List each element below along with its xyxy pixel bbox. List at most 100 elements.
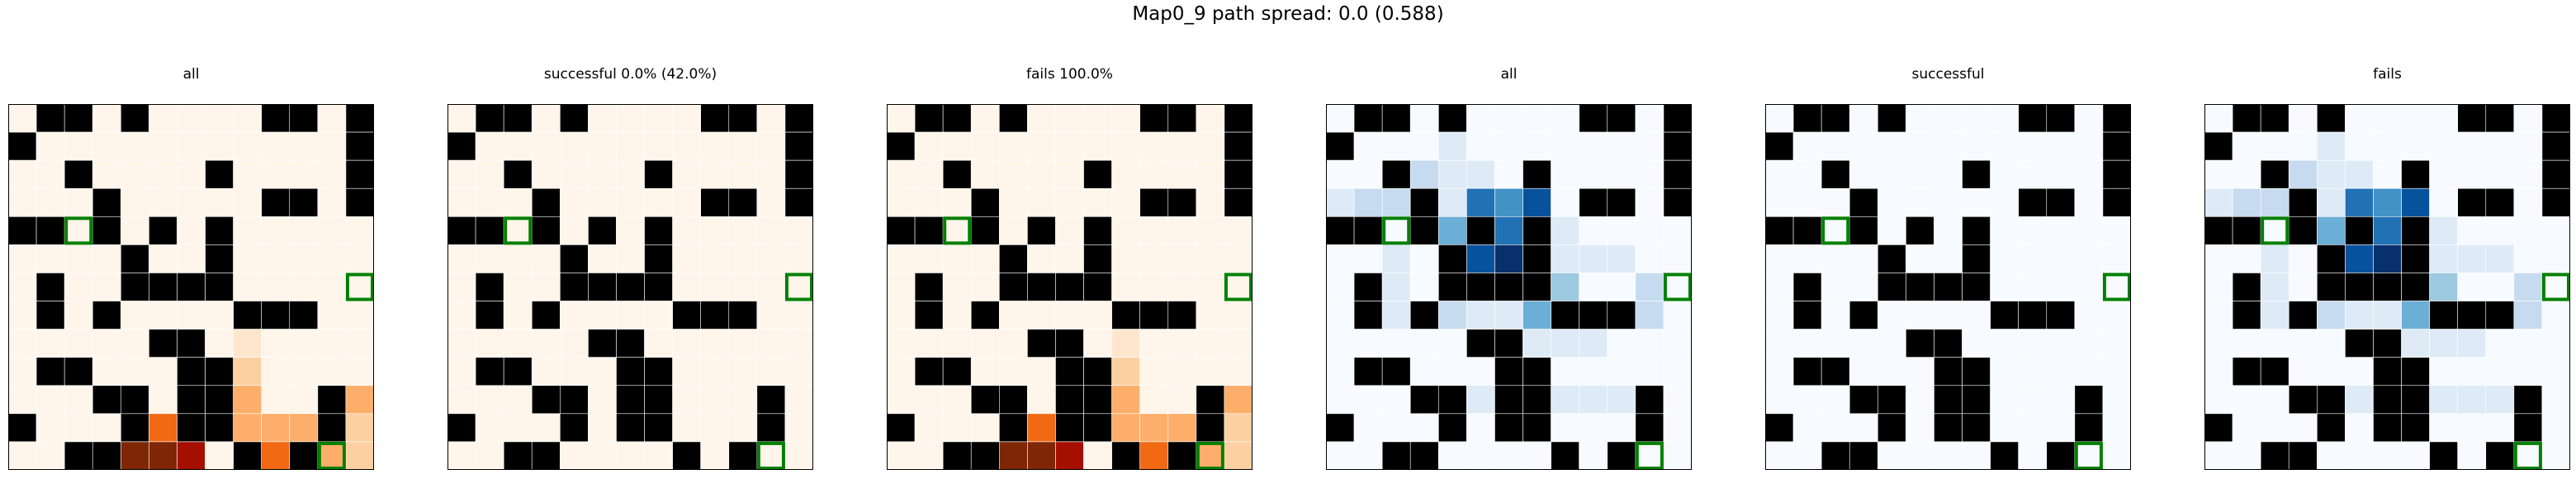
wall-cell xyxy=(2204,413,2233,443)
floor-cell xyxy=(560,216,589,245)
floor-cell xyxy=(700,216,730,245)
floor-cell xyxy=(2513,329,2543,358)
floor-cell xyxy=(1139,131,1169,161)
floor-cell xyxy=(1494,159,1523,189)
wall-cell xyxy=(644,273,673,301)
wall-cell xyxy=(205,413,234,443)
wall-cell xyxy=(1353,216,1383,245)
floor-cell xyxy=(2102,357,2132,387)
floor-cell xyxy=(2541,441,2571,471)
floor-cell xyxy=(2513,357,2543,387)
floor-cell xyxy=(1083,301,1112,330)
floor-cell xyxy=(149,301,178,330)
floor-cell xyxy=(644,301,673,330)
floor-cell xyxy=(261,273,291,301)
floor-cell xyxy=(616,131,645,161)
floor-cell xyxy=(672,103,701,133)
floor-cell xyxy=(1663,385,1693,415)
floor-cell xyxy=(261,131,291,161)
floor-cell xyxy=(1934,441,1963,471)
floor-cell xyxy=(2074,187,2104,217)
wall-cell xyxy=(1522,385,1551,415)
floor-cell xyxy=(2485,216,2515,245)
wall-cell xyxy=(1607,441,1636,471)
floor-cell xyxy=(233,216,262,245)
floor-cell xyxy=(2345,301,2374,330)
floor-cell xyxy=(2260,244,2290,273)
floor-cell xyxy=(289,385,319,415)
wall-cell xyxy=(2373,273,2402,301)
floor-cell xyxy=(2288,159,2318,189)
goal-marker xyxy=(2102,273,2131,301)
floor-cell xyxy=(1792,441,1822,471)
wall-cell xyxy=(289,103,319,133)
floor-cell xyxy=(1438,131,1467,161)
floor-cell xyxy=(942,301,972,330)
wall-cell xyxy=(121,273,149,301)
floor-cell xyxy=(1792,413,1822,443)
floor-cell xyxy=(784,385,814,415)
floor-cell xyxy=(7,159,37,189)
floor-cell xyxy=(1438,159,1467,189)
floor-cell xyxy=(2018,385,2048,415)
wall-cell xyxy=(1522,413,1551,443)
floor-cell xyxy=(588,413,617,443)
wall-cell xyxy=(1849,301,1878,330)
floor-cell xyxy=(1139,441,1169,471)
floor-cell xyxy=(756,273,786,301)
floor-cell xyxy=(1027,301,1056,330)
floor-cell xyxy=(64,216,93,245)
wall-cell xyxy=(7,216,37,245)
floor-cell xyxy=(616,301,645,330)
floor-cell xyxy=(1381,301,1411,330)
floor-cell xyxy=(2457,357,2487,387)
floor-cell xyxy=(1083,103,1112,133)
floor-cell xyxy=(1409,329,1439,358)
floor-cell xyxy=(2204,244,2233,273)
floor-cell xyxy=(588,301,617,330)
floor-cell xyxy=(1934,103,1963,133)
floor-cell xyxy=(2345,131,2374,161)
wall-cell xyxy=(447,216,476,245)
wall-cell xyxy=(121,244,149,273)
wall-cell xyxy=(205,244,234,273)
wall-cell xyxy=(560,244,589,273)
floor-cell xyxy=(1849,273,1878,301)
floor-cell xyxy=(2204,273,2233,301)
floor-cell xyxy=(700,385,730,415)
floor-cell xyxy=(2401,187,2430,217)
floor-cell xyxy=(447,441,476,471)
wall-cell xyxy=(1381,441,1411,471)
floor-cell xyxy=(886,385,916,415)
floor-cell xyxy=(1139,413,1169,443)
floor-cell xyxy=(2317,301,2346,330)
floor-cell xyxy=(1167,357,1197,387)
wall-cell xyxy=(2288,187,2318,217)
wall-cell xyxy=(205,159,234,189)
wall-cell xyxy=(1849,187,1878,217)
floor-cell xyxy=(475,385,504,415)
wall-cell xyxy=(2232,301,2261,330)
floor-cell xyxy=(261,441,291,471)
floor-cell xyxy=(1990,413,2019,443)
floor-cell xyxy=(2074,244,2104,273)
floor-cell xyxy=(700,131,730,161)
floor-cell xyxy=(2102,273,2132,301)
floor-cell xyxy=(1990,357,2019,387)
wall-cell xyxy=(784,103,814,133)
floor-cell xyxy=(92,329,121,358)
floor-cell xyxy=(475,329,504,358)
floor-cell xyxy=(1607,357,1636,387)
goal-marker xyxy=(1224,273,1252,301)
wall-cell xyxy=(1055,357,1084,387)
floor-cell xyxy=(475,131,504,161)
floor-cell xyxy=(728,273,758,301)
floor-cell xyxy=(1607,385,1636,415)
floor-cell xyxy=(2373,216,2402,245)
wall-cell xyxy=(1027,329,1056,358)
floor-cell xyxy=(1167,329,1197,358)
floor-cell xyxy=(36,329,65,358)
floor-cell xyxy=(1353,385,1383,415)
floor-cell xyxy=(2204,159,2233,189)
wall-cell xyxy=(92,301,121,330)
